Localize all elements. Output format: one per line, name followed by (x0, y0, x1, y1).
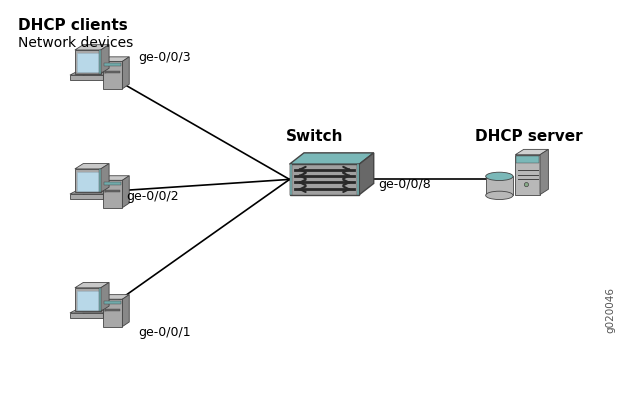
Polygon shape (87, 193, 90, 194)
Polygon shape (101, 283, 109, 312)
Polygon shape (357, 165, 359, 195)
Polygon shape (70, 191, 111, 195)
Polygon shape (103, 309, 111, 319)
Text: ge-0/0/3: ge-0/0/3 (138, 51, 190, 64)
Polygon shape (99, 169, 101, 193)
Polygon shape (75, 51, 101, 74)
Polygon shape (70, 313, 103, 319)
Polygon shape (103, 72, 111, 81)
Polygon shape (359, 153, 374, 195)
Polygon shape (122, 176, 129, 208)
Polygon shape (70, 195, 103, 200)
Polygon shape (103, 62, 122, 90)
Polygon shape (486, 177, 513, 196)
Polygon shape (101, 45, 109, 74)
Text: ge-0/0/1: ge-0/0/1 (138, 325, 190, 338)
Polygon shape (103, 299, 122, 327)
Polygon shape (290, 165, 292, 195)
Polygon shape (290, 165, 359, 195)
Polygon shape (75, 283, 109, 288)
Polygon shape (104, 191, 121, 192)
Polygon shape (103, 176, 129, 181)
Text: ge-0/0/2: ge-0/0/2 (126, 190, 179, 203)
Polygon shape (103, 181, 122, 208)
Polygon shape (75, 164, 109, 169)
Circle shape (524, 183, 528, 187)
Polygon shape (104, 72, 121, 74)
Text: DHCP clients: DHCP clients (18, 18, 128, 33)
Polygon shape (82, 76, 105, 79)
Polygon shape (77, 54, 99, 73)
Polygon shape (103, 191, 111, 200)
Polygon shape (515, 155, 540, 195)
Polygon shape (99, 51, 101, 74)
Polygon shape (290, 153, 374, 165)
Polygon shape (70, 76, 103, 81)
Polygon shape (77, 292, 99, 310)
Text: g020046: g020046 (605, 286, 615, 332)
Polygon shape (75, 288, 101, 312)
Polygon shape (77, 173, 99, 192)
Polygon shape (104, 64, 121, 67)
Text: Switch: Switch (286, 128, 343, 144)
Polygon shape (70, 309, 111, 313)
Polygon shape (101, 164, 109, 193)
Polygon shape (122, 58, 129, 90)
Text: Network devices: Network devices (18, 36, 133, 50)
Text: DHCP server: DHCP server (475, 128, 583, 144)
Polygon shape (87, 312, 90, 313)
Polygon shape (122, 295, 129, 327)
Polygon shape (515, 150, 548, 155)
Polygon shape (70, 72, 111, 76)
Ellipse shape (486, 192, 513, 200)
Polygon shape (99, 288, 101, 312)
Polygon shape (82, 313, 105, 316)
Polygon shape (103, 58, 129, 62)
Polygon shape (87, 74, 90, 76)
Polygon shape (517, 157, 539, 164)
Polygon shape (82, 194, 105, 197)
Polygon shape (104, 309, 121, 311)
Polygon shape (75, 45, 109, 51)
Polygon shape (104, 182, 121, 186)
Text: ge-0/0/8: ge-0/0/8 (379, 178, 431, 191)
Polygon shape (104, 301, 121, 304)
Polygon shape (103, 295, 129, 299)
Polygon shape (540, 150, 548, 195)
Ellipse shape (486, 173, 513, 181)
Polygon shape (75, 169, 101, 193)
